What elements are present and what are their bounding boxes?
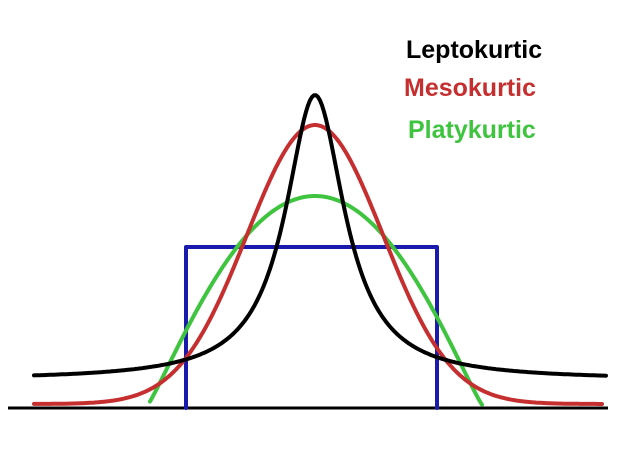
- legend-leptokurtic: Leptokurtic: [406, 36, 542, 64]
- leptokurtic-curve: [32, 93, 608, 378]
- legend-platykurtic: Platykurtic: [408, 116, 536, 144]
- legend-mesokurtic: Mesokurtic: [404, 74, 536, 102]
- platykurtic-curve: [148, 194, 484, 407]
- mesokurtic-curve: [32, 123, 604, 406]
